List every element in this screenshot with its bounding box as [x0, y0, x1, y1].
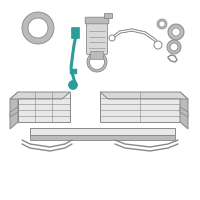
Polygon shape	[180, 92, 188, 129]
Circle shape	[172, 28, 180, 36]
FancyBboxPatch shape	[70, 69, 77, 74]
FancyBboxPatch shape	[86, 21, 108, 54]
Polygon shape	[100, 92, 188, 99]
Polygon shape	[18, 92, 70, 122]
Polygon shape	[100, 92, 180, 122]
FancyBboxPatch shape	[72, 27, 80, 38]
Polygon shape	[10, 92, 70, 99]
FancyBboxPatch shape	[85, 17, 109, 24]
Polygon shape	[30, 128, 175, 135]
Polygon shape	[104, 13, 112, 18]
Wedge shape	[167, 40, 181, 54]
Circle shape	[68, 80, 78, 90]
Circle shape	[168, 24, 184, 40]
Polygon shape	[180, 107, 188, 117]
Polygon shape	[10, 107, 18, 117]
Wedge shape	[157, 19, 167, 29]
Polygon shape	[10, 92, 18, 129]
Circle shape	[109, 35, 115, 41]
Wedge shape	[87, 52, 107, 72]
Wedge shape	[22, 12, 54, 44]
FancyBboxPatch shape	[90, 51, 104, 60]
Circle shape	[154, 41, 162, 49]
Polygon shape	[30, 135, 175, 140]
